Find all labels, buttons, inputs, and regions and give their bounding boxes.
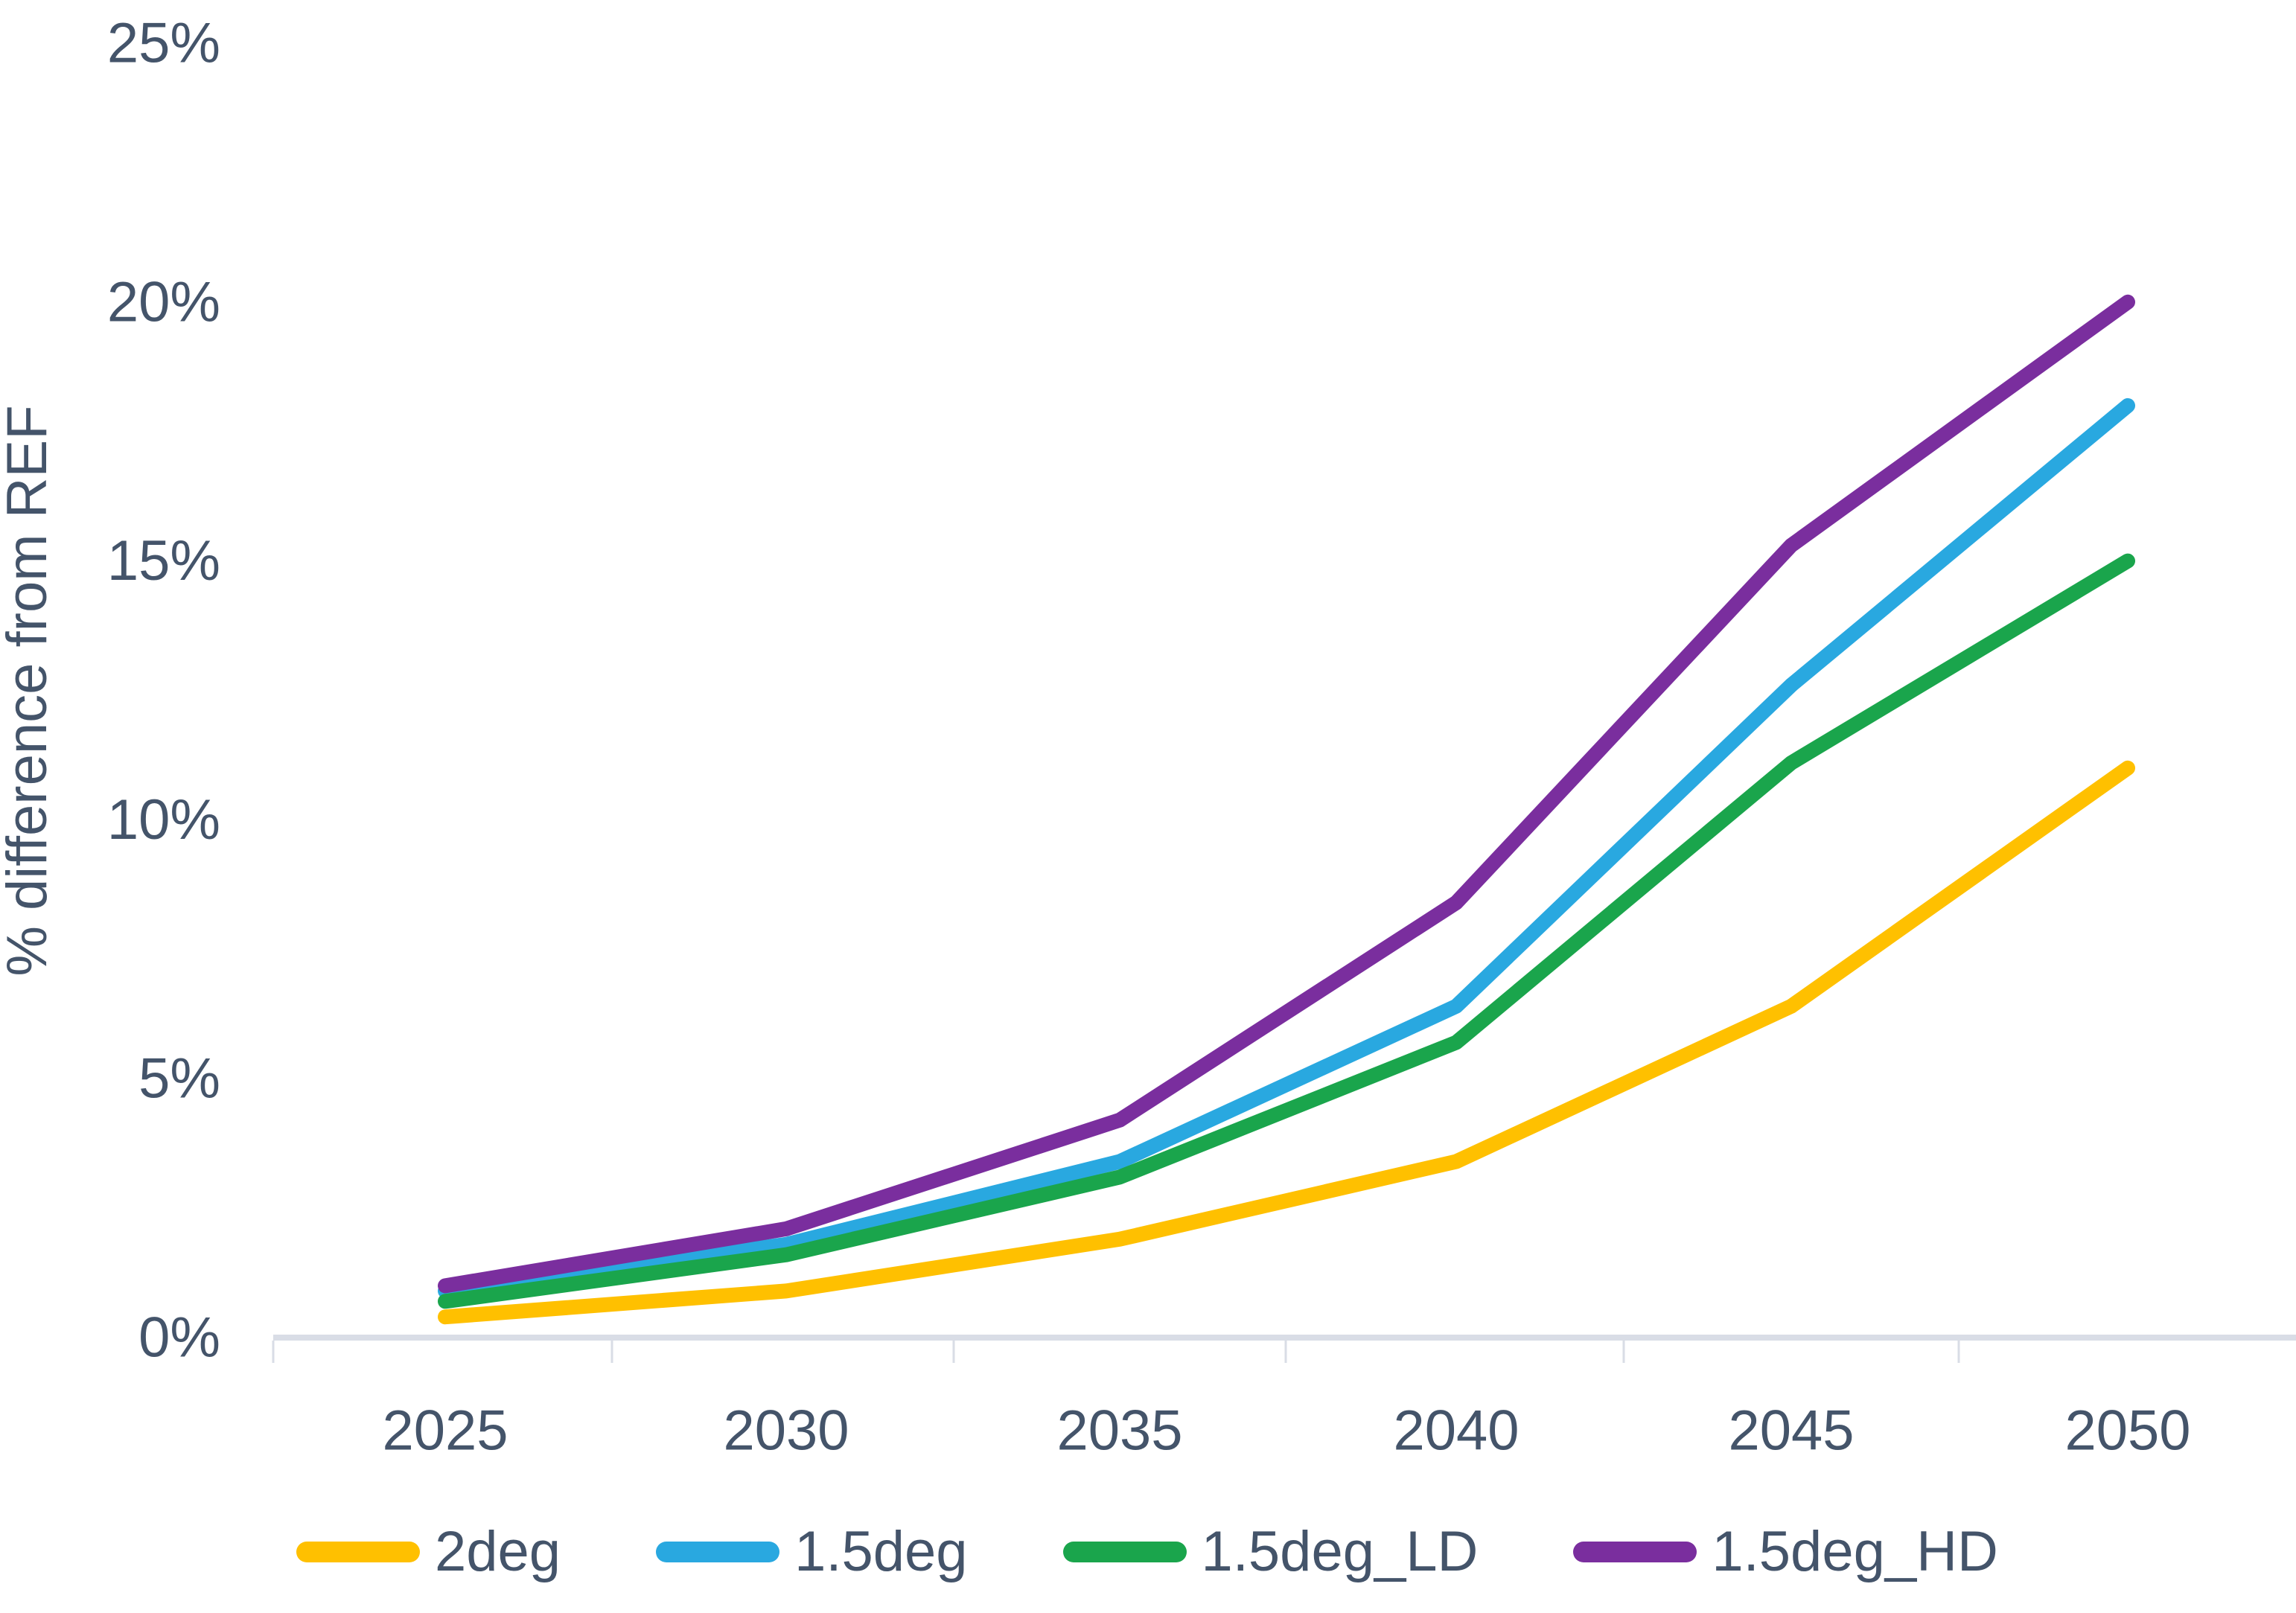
x-axis-tick: [1284, 1341, 1287, 1363]
x-axis-tick-labels: 2025 2030 2035 2040 2045 2050: [382, 1399, 2190, 1463]
legend-swatch-2deg: [296, 1542, 420, 1562]
series-line-1.5deg_HD: [438, 294, 2135, 1294]
x-tick-label-2025: 2025: [382, 1399, 508, 1463]
series-line-1.5deg: [438, 397, 2135, 1299]
series-lines: [438, 294, 2135, 1325]
series-line-1.5deg_LD: [438, 553, 2135, 1309]
y-axis-tick-labels: 0% 5% 10% 15% 20% 25%: [107, 12, 220, 1370]
x-tick-label-2045: 2045: [1728, 1399, 1854, 1463]
x-axis-tick: [952, 1341, 955, 1363]
legend-item-2deg: 2deg: [296, 1524, 561, 1580]
x-axis-tick: [272, 1341, 275, 1363]
y-tick-label-25%: 25%: [107, 12, 220, 75]
x-tick-label-2040: 2040: [1393, 1399, 1519, 1463]
x-tick-label-2030: 2030: [723, 1399, 849, 1463]
x-axis-tick: [610, 1341, 613, 1363]
legend-label-1-5deg: 1.5deg: [794, 1520, 968, 1583]
x-tick-label-2035: 2035: [1056, 1399, 1182, 1463]
legend-label-1-5deg-hd: 1.5deg_HD: [1712, 1520, 1998, 1583]
legend-item-1-5deg-hd: 1.5deg_HD: [1573, 1524, 1998, 1580]
series-line-2deg: [438, 760, 2135, 1325]
legend-swatch-1-5deg-ld: [1062, 1542, 1187, 1562]
y-tick-label-5%: 5%: [138, 1047, 220, 1111]
x-axis: [272, 1335, 2296, 1363]
y-axis-title: % difference from REF: [0, 405, 59, 976]
legend-label-2deg: 2deg: [435, 1520, 561, 1583]
legend-swatch-1-5deg-hd: [1573, 1542, 1697, 1562]
y-tick-label-0%: 0%: [138, 1306, 220, 1370]
x-axis-tick: [1622, 1341, 1625, 1363]
y-tick-label-20%: 20%: [107, 270, 220, 333]
legend-item-1-5deg: 1.5deg: [656, 1520, 968, 1583]
y-tick-label-15%: 15%: [107, 529, 220, 593]
legend-item-1-5deg-ld: 1.5deg_LD: [1062, 1520, 1479, 1583]
legend-swatch-1-5deg: [656, 1542, 780, 1562]
x-tick-label-2050: 2050: [2064, 1399, 2190, 1463]
x-axis-tick: [1957, 1341, 1960, 1363]
x-axis-line: [273, 1335, 2296, 1341]
chart-legend: 2deg 1.5deg 1.5deg_LD 1.5deg_HD: [296, 1511, 1998, 1593]
legend-label-1-5deg-ld: 1.5deg_LD: [1201, 1520, 1479, 1583]
y-tick-label-10%: 10%: [107, 788, 220, 852]
